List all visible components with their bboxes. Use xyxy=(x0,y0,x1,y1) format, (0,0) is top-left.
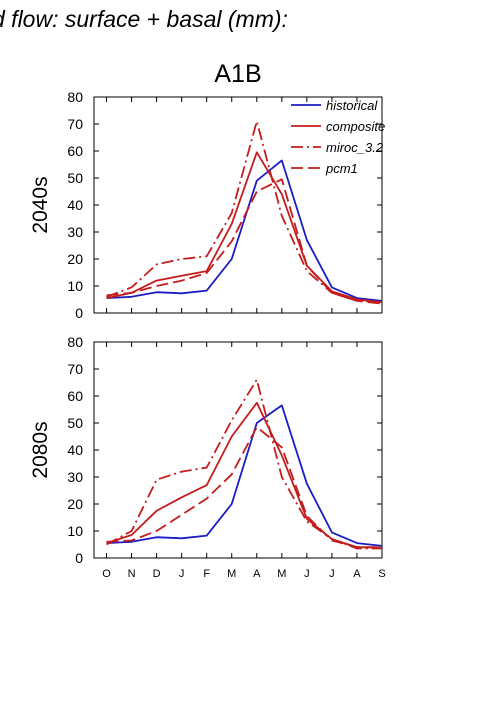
y-tick-label: 60 xyxy=(67,388,83,404)
y-tick-label: 20 xyxy=(67,496,83,512)
x-tick-label: M xyxy=(277,568,286,580)
series-line-composite-2080s xyxy=(106,401,383,549)
x-tick-label: F xyxy=(203,568,210,580)
plot-frame-2080s xyxy=(93,341,383,559)
legend-label: composite xyxy=(326,119,385,134)
y-tick-label: 30 xyxy=(67,224,83,240)
x-tick-label: S xyxy=(378,568,385,580)
series-line-composite-2040s xyxy=(106,151,383,304)
y-tick-label: 10 xyxy=(67,523,83,539)
y-tick-label: 80 xyxy=(67,89,83,105)
series-line-historical-2040s xyxy=(106,159,383,302)
y-tick-label: 10 xyxy=(67,278,83,294)
row-label-2040s: 2040s xyxy=(29,176,52,233)
page-title: d flow: surface + basal (mm): xyxy=(0,6,288,32)
series-line-historical-2080s xyxy=(106,404,383,547)
x-tick-label: J xyxy=(329,568,335,580)
series-line-pcm1-2080s xyxy=(106,426,382,549)
legend-label: miroc_3.2 xyxy=(326,140,384,155)
y-tick-label: 30 xyxy=(67,469,83,485)
x-tick-label: M xyxy=(227,568,236,580)
x-tick-label: J xyxy=(179,568,185,580)
x-tick-label: D xyxy=(153,568,161,580)
legend-label: pcm1 xyxy=(325,161,358,176)
x-tick-label: O xyxy=(102,568,111,580)
y-tick-label: 50 xyxy=(67,170,83,186)
series-line-miroc-3-2-2040s xyxy=(106,120,383,304)
series-line-miroc-3-2-2080s xyxy=(106,378,382,550)
series-line-pcm1-2040s xyxy=(106,178,383,305)
x-tick-label: A xyxy=(253,568,261,580)
y-tick-label: 40 xyxy=(67,197,83,213)
x-tick-label: J xyxy=(304,568,310,580)
y-tick-label: 0 xyxy=(75,550,83,566)
row-label-2080s: 2080s xyxy=(29,421,52,478)
figure-title: A1B xyxy=(214,60,261,88)
y-tick-label: 40 xyxy=(67,442,83,458)
y-tick-label: 20 xyxy=(67,251,83,267)
y-tick-label: 0 xyxy=(75,305,83,321)
x-tick-label: N xyxy=(128,568,136,580)
y-tick-label: 50 xyxy=(67,415,83,431)
y-tick-label: 70 xyxy=(67,361,83,377)
x-tick-label: A xyxy=(353,568,361,580)
y-tick-label: 80 xyxy=(67,334,83,350)
y-tick-label: 60 xyxy=(67,143,83,159)
legend-label: historical xyxy=(326,98,378,113)
y-tick-label: 70 xyxy=(67,116,83,132)
